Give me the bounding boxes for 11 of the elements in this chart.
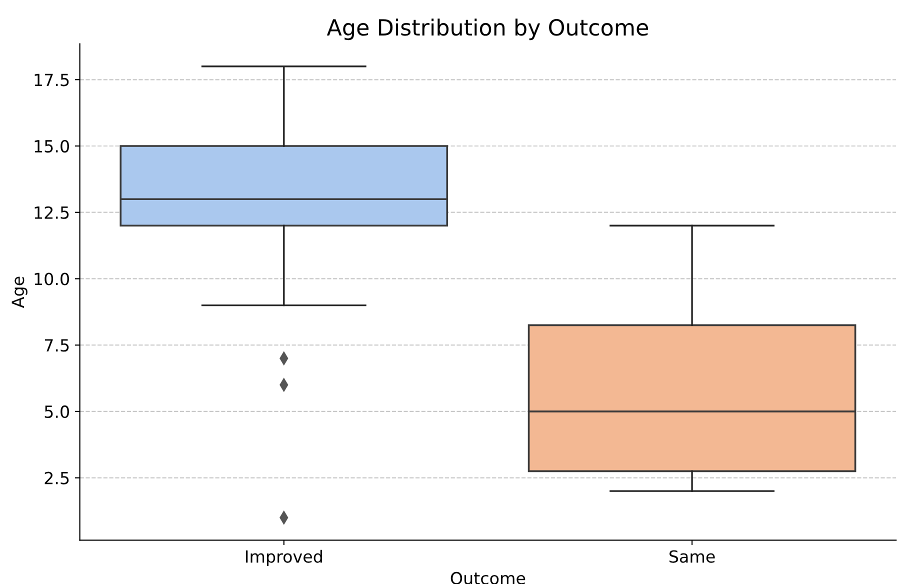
- x-tick-label: Improved: [246, 550, 322, 566]
- y-tick-label: 15.0: [34, 140, 69, 153]
- y-tick-label: 10.0: [34, 272, 69, 286]
- y-tick-label: 5.0: [44, 405, 69, 418]
- y-tick-label: 12.5: [34, 206, 69, 219]
- chart-title: Age Distribution by Outcome: [326, 18, 648, 40]
- y-tick-label: 7.5: [44, 339, 69, 352]
- y-tick-label: 2.5: [44, 472, 69, 484]
- x-tick-label: Same: [670, 550, 715, 563]
- y-axis-title: Age: [12, 276, 28, 308]
- y-tick-label: 17.5: [34, 74, 69, 86]
